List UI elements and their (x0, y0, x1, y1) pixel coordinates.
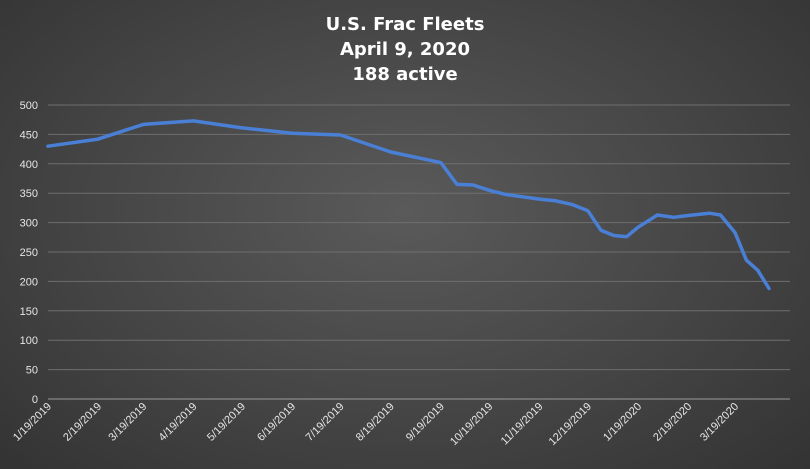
x-axis-tick-labels: 1/19/2019 2/19/2019 3/19/2019 4/19/2019 5/19… (11, 401, 741, 448)
y-tick-label: 500 (20, 100, 38, 112)
x-tick-label: 8/19/2019 (354, 401, 397, 444)
x-tick-label: 3/19/2020 (698, 401, 741, 444)
chart-title-line-1: U.S. Frac Fleets (326, 14, 485, 35)
y-tick-label: 400 (20, 159, 38, 171)
x-tick-label: 10/19/2019 (448, 401, 495, 448)
x-tick-label: 1/19/2019 (11, 401, 54, 444)
x-tick-label: 9/19/2019 (404, 401, 447, 444)
y-axis-tick-labels: 0 50 100 150 200 250 300 350 400 450 500 (20, 100, 38, 406)
x-tick-label: 3/19/2019 (106, 401, 149, 444)
chart-title-line-2: April 9, 2020 (340, 39, 470, 60)
x-tick-label: 5/19/2019 (205, 401, 248, 444)
x-tick-label: 11/19/2019 (499, 401, 546, 448)
x-tick-label: 4/19/2019 (157, 401, 200, 444)
x-tick-label: 6/19/2019 (255, 401, 298, 444)
x-tick-label: 7/19/2019 (304, 401, 347, 444)
y-tick-label: 50 (26, 365, 38, 377)
x-tick-label: 1/19/2020 (601, 401, 644, 444)
y-tick-label: 450 (20, 129, 38, 141)
y-tick-label: 300 (20, 218, 38, 230)
y-tick-label: 350 (20, 188, 38, 200)
chart-title: U.S. Frac Fleets April 9, 2020 188 activ… (326, 14, 485, 85)
x-tick-label: 2/19/2019 (61, 401, 104, 444)
y-tick-label: 250 (20, 247, 38, 259)
x-tick-label: 2/19/2020 (651, 401, 694, 444)
y-tick-label: 0 (32, 394, 38, 406)
x-tick-label: 12/19/2019 (547, 401, 594, 448)
y-tick-label: 150 (20, 306, 38, 318)
series-line-frac-fleets (46, 119, 771, 291)
y-tick-label: 200 (20, 276, 38, 288)
gridlines (48, 104, 790, 371)
y-tick-label: 100 (20, 335, 38, 347)
chart-title-line-3: 188 active (352, 64, 457, 85)
